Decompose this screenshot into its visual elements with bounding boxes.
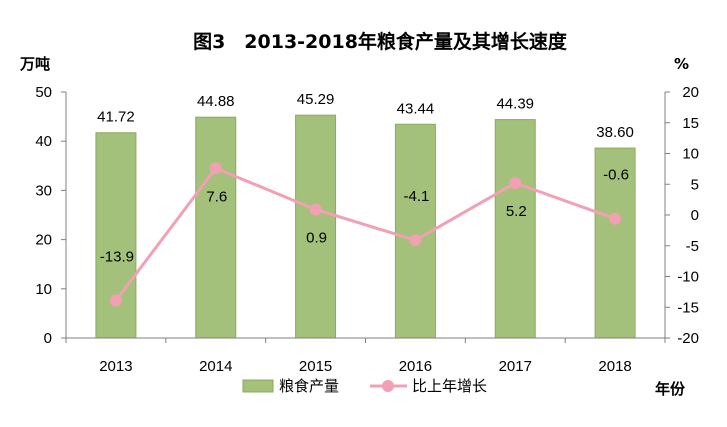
left-tick-label-10: 10 [35, 281, 52, 298]
legend-line-label: 比上年增长 [412, 377, 487, 395]
axes: 0 10 20 30 40 50 -20 -15 -10 -5 0 5 10 15 20 2013 2014 20… [35, 84, 699, 375]
right-tick-label-5: 5 [691, 176, 699, 193]
x-tick-label-2013: 2013 [99, 358, 132, 375]
right-tick-label-20: 20 [682, 84, 699, 101]
bar-2015 [295, 114, 337, 339]
bar-value-label-2015: 45.29 [297, 91, 335, 108]
left-tick-label-20: 20 [35, 232, 52, 249]
growth-line [114, 166, 616, 302]
left-tick-label-50: 50 [35, 84, 52, 101]
right-tick-label--20: -20 [677, 330, 699, 347]
left-axis-unit: 万吨 [19, 55, 50, 73]
right-tick-label-15: 15 [682, 115, 699, 132]
bar-value-label-2017: 44.39 [496, 96, 534, 113]
legend-bar-label: 粮食产量 [279, 377, 339, 395]
right-tick-label-0: 0 [691, 207, 699, 224]
right-tick-label-10: 10 [682, 146, 699, 163]
bar-2018 [594, 147, 636, 339]
right-tick-label--5: -5 [686, 238, 699, 255]
growth-point-2015 [309, 203, 322, 216]
bar-value-label-2018: 38.60 [596, 124, 634, 141]
legend: 粮食产量 比上年增长 [242, 377, 487, 395]
left-tick-label-40: 40 [35, 133, 52, 150]
growth-point-2013 [109, 294, 122, 307]
growth-value-label-2015: 0.9 [306, 229, 327, 246]
right-tick-label--10: -10 [677, 269, 699, 286]
x-tick-label-2017: 2017 [499, 358, 532, 375]
growth-value-label-2018: -0.6 [603, 167, 629, 184]
bar-2013 [95, 132, 137, 339]
bar-value-label-2016: 43.44 [397, 100, 435, 117]
line-series [109, 162, 622, 307]
growth-point-2016 [409, 234, 422, 247]
growth-value-label-2016: -4.1 [403, 188, 429, 205]
data-labels: 41.72 44.88 45.29 43.44 44.39 38.60 -13.9 7.6 0.… [97, 91, 634, 265]
x-tick-label-2018: 2018 [598, 358, 631, 375]
bar-series [95, 114, 636, 339]
right-axis-unit: % [674, 55, 689, 73]
growth-value-label-2014: 7.6 [206, 188, 227, 205]
right-tick-label--15: -15 [677, 299, 699, 316]
growth-value-label-2013: -13.9 [100, 248, 134, 265]
bar-2014 [195, 116, 237, 339]
left-tick-label-0: 0 [44, 330, 52, 347]
x-tick-label-2015: 2015 [299, 358, 332, 375]
legend-bar-swatch [242, 379, 274, 393]
growth-point-2018 [609, 212, 622, 225]
growth-value-label-2017: 5.2 [506, 203, 527, 220]
bar-value-label-2014: 44.88 [197, 93, 235, 110]
x-tick-label-2016: 2016 [399, 358, 432, 375]
growth-point-2014 [209, 162, 222, 175]
legend-line-marker [382, 380, 394, 392]
left-tick-label-30: 30 [35, 182, 52, 199]
chart-title: 图3 2013-2018年粮食产量及其增长速度 [193, 30, 568, 53]
growth-point-2017 [509, 177, 522, 190]
bar-value-label-2013: 41.72 [97, 109, 135, 126]
bar-2017 [494, 119, 536, 339]
x-tick-label-2014: 2014 [199, 358, 232, 375]
x-axis-unit: 年份 [655, 380, 686, 398]
